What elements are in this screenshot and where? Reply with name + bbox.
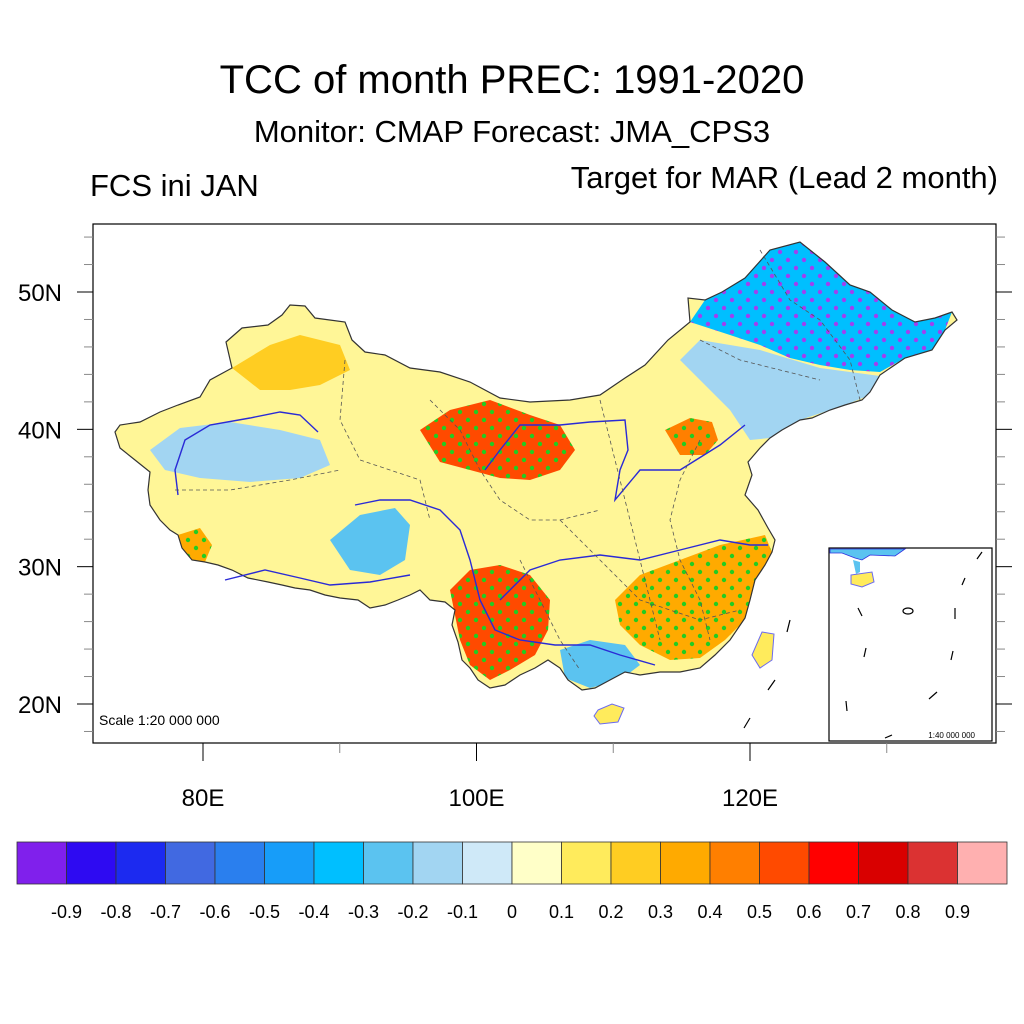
colorbar-swatch [412,841,463,885]
axes: 20N 30N 40N 50N 80E 100E 120E [18,236,1012,812]
province-border [599,399,661,641]
right-subtitle: Target for MAR (Lead 2 month) [570,160,998,195]
colorbar-swatch [610,841,661,885]
y-tick-label: 30N [18,555,62,582]
colorbar-swatch [165,841,216,885]
field-region [680,340,880,440]
x-tick-label: 120E [722,785,778,812]
colorbar-label: -0.9 [51,902,82,922]
y-tick-label: 40N [18,417,62,444]
colorbar-label: -0.2 [397,902,428,922]
field-region [232,335,350,390]
colorbar-swatch [313,841,364,885]
river-yarlung [224,569,411,586]
colorbar-label: 0.1 [549,902,574,922]
province-border [339,359,431,521]
inset-coast [829,548,907,561]
significance-stipple [615,535,775,660]
colorbar-swatch [115,841,166,885]
colorbar-swatch [511,841,562,885]
colorbar-swatch [16,841,67,885]
significance-stipple [690,242,952,372]
colorbar-label: 0.3 [648,902,673,922]
taiwan [751,631,775,669]
inset-hainan [850,571,875,588]
chart-subtitle: Monitor: CMAP Forecast: JMA_CPS3 [253,114,771,149]
scale-label: Scale 1:20 000 000 [99,712,220,728]
colorbar-label: -0.6 [199,902,230,922]
inset-scale-label: 1:40 000 000 [928,731,975,740]
dash [767,679,776,691]
nine-dash-line [743,619,791,729]
colorbar-label: 0.7 [846,902,871,922]
colorbar-swatch [957,841,1008,885]
colorbar-label: 0.5 [747,902,772,922]
significance-stipple [665,418,718,455]
dash [786,619,791,633]
colorbar-swatch [561,841,612,885]
colorbar-swatch [907,841,958,885]
y-tick-label: 50N [18,280,62,307]
colorbar-label: -0.1 [447,902,478,922]
colorbar-label: -0.7 [150,902,181,922]
chart-title: TCC of month PREC: 1991-2020 [219,58,805,102]
dash [743,717,751,729]
province-border [699,339,821,381]
river-yellow [484,419,746,503]
inset-coast-strip [853,560,860,574]
colorbar-label: -0.3 [348,902,379,922]
colorbar-swatch [363,841,414,885]
colorbar-label: 0.6 [796,902,821,922]
left-subtitle: FCS ini JAN [90,168,259,203]
province-border [669,439,711,641]
field-region [330,508,410,575]
colorbar-swatch [214,841,265,885]
x-tick-label: 80E [182,785,225,812]
colorbar-label: -0.5 [249,902,280,922]
colorbar-label: 0.4 [697,902,722,922]
colorbar-label: 0.2 [598,902,623,922]
province-border [175,469,341,491]
significance-stipple [450,565,550,680]
colorbar-swatch [660,841,711,885]
colorbar-swatch [709,841,760,885]
colorbar-label: 0 [507,902,517,922]
significance-stipple [420,400,575,480]
province-border [519,559,581,671]
colorbar-swatch [66,841,117,885]
y-tick-label: 20N [18,692,62,719]
river-yangtze-upper [354,499,656,666]
hainan [593,703,625,725]
inset-map: 1:40 000 000 [828,547,993,742]
colorbar-swatch [759,841,810,885]
field-region [150,422,330,482]
colorbar-label: 0.9 [945,902,970,922]
x-tick-label: 100E [448,785,504,812]
inset-dash-line [845,551,983,739]
river-tarim [174,411,319,496]
colorbar-swatch [462,841,513,885]
colorbar-swatch [858,841,909,885]
colorbar-label: 0.8 [895,902,920,922]
colorbar-label: -0.4 [298,902,329,922]
province-borders [175,249,861,671]
province-border [759,249,861,401]
colorbar-swatch [808,841,859,885]
colorbar-label: -0.8 [100,902,131,922]
colorbar-swatch [264,841,315,885]
province-border [559,519,741,621]
colorbar: -0.9 -0.8 -0.7 -0.6 -0.5 -0.4 -0.3 -0.2 -0.1 0 0.1… [16,841,1008,922]
